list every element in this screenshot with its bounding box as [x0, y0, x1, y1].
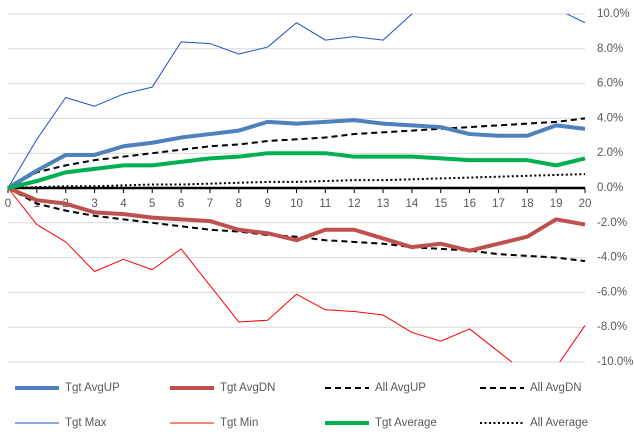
x-tick-label: 15 [434, 198, 447, 210]
series-line [6, 118, 586, 190]
y-tick-label: -6.0% [597, 286, 627, 298]
legend-label: All AvgDN [530, 382, 582, 394]
series-line [7, 187, 586, 362]
x-tick-label: 14 [406, 198, 419, 210]
legend-label: All AvgUP [375, 382, 426, 394]
x-tick-label: 7 [207, 198, 213, 210]
series-line [7, 187, 586, 263]
x-tick-label: 13 [377, 198, 390, 210]
x-tick-label: 11 [319, 198, 331, 210]
series-line [7, 173, 586, 189]
legend-label: Tgt AvgUP [65, 382, 120, 394]
x-tick-label: 9 [264, 198, 270, 210]
x-tick-label: 18 [521, 198, 534, 210]
y-tick-label: -2.0% [597, 217, 627, 229]
plot-lines [6, 14, 586, 362]
legend-label: All Average [530, 417, 588, 429]
x-tick-label: 8 [236, 198, 242, 210]
x-tick-label: 0 [5, 198, 11, 210]
y-tick-label: -4.0% [597, 252, 627, 264]
x-tick-label: 12 [348, 198, 361, 210]
series-line [7, 186, 586, 253]
x-tick-label: 3 [91, 198, 97, 210]
x-tick-label: 4 [120, 198, 127, 210]
y-tick-label: 2.0% [597, 147, 623, 159]
x-tick-label: 16 [463, 198, 476, 210]
series-line [7, 14, 586, 189]
y-tick-label: 8.0% [597, 43, 623, 55]
x-tick-label: 5 [149, 198, 155, 210]
x-tick-label: 6 [178, 198, 184, 210]
y-tick-label: -10.0% [597, 356, 633, 368]
x-tick-label: 17 [492, 198, 505, 210]
legend-label: Tgt Max [65, 417, 107, 429]
y-tick-label: 0.0% [597, 182, 623, 194]
series-line [7, 117, 586, 189]
x-tick-label: 19 [550, 198, 563, 210]
x-tick-label: 20 [579, 198, 592, 210]
legend-label: Tgt Average [375, 417, 437, 429]
legend-label: Tgt AvgDN [220, 382, 275, 394]
y-tick-label: 4.0% [597, 112, 623, 124]
series-line [7, 151, 586, 190]
y-tick-label: 6.0% [597, 78, 623, 90]
legend-label: Tgt Min [220, 417, 258, 429]
x-tick-label: 10 [290, 198, 303, 210]
y-tick-label: -8.0% [597, 321, 627, 333]
y-tick-label: 10.0% [597, 8, 630, 20]
